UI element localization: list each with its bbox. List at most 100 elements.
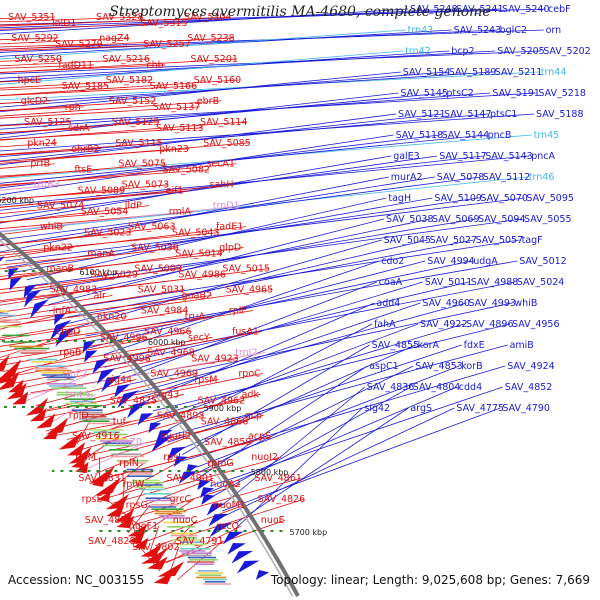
left-label-leader	[0, 247, 244, 281]
forward-gene-arrow	[147, 556, 168, 570]
left-gene-label: SAV_5023	[84, 228, 132, 239]
right-label-leader	[66, 239, 474, 318]
left-gene-label: ohrB2	[71, 144, 99, 155]
left-gene-label: sdrA	[68, 123, 90, 134]
left-gene-label: SAV_5015	[222, 264, 270, 275]
right-label-leader	[0, 134, 486, 184]
forward-gene-arrow	[67, 442, 86, 456]
left-label-leader	[0, 142, 163, 155]
reverse-gene-arrow	[117, 390, 140, 409]
right-gene-label: SAV_5211	[495, 67, 543, 78]
left-gene-label: fusA1	[232, 326, 259, 337]
left-gene-label: rmlA	[169, 207, 192, 218]
left-gene-label: SAV_4893	[157, 410, 205, 421]
left-gene-label: prfB	[30, 159, 50, 170]
left-gene-label: SAV_5216	[102, 54, 150, 65]
left-gene-label: pkn24	[27, 138, 57, 149]
right-label-leader	[48, 239, 520, 312]
left-gene-label: SAV_4998	[103, 353, 151, 364]
left-gene-label: pkn23	[159, 144, 189, 155]
left-gene-label: SAV_4824	[85, 515, 133, 526]
right-label-leader	[26, 197, 387, 281]
left-gene-label: SAV_5152	[109, 96, 157, 107]
right-label-leader	[0, 50, 542, 75]
right-gene-label: ptsC2	[446, 88, 473, 99]
accession-label: Accession:	[8, 573, 76, 587]
left-label-leader	[0, 205, 243, 232]
left-gene-label: SAV_4965	[226, 285, 274, 296]
right-label-leader	[137, 302, 467, 393]
right-gene-label: bglC2	[500, 25, 527, 36]
left-label-leader	[0, 205, 150, 223]
right-label-leader	[0, 50, 404, 85]
left-gene-label: manB	[46, 264, 74, 275]
right-label-leader	[86, 260, 472, 343]
left-gene-label: rpoB	[59, 347, 81, 358]
left-gene-label: SAV_4966	[144, 326, 192, 337]
right-label-leader	[209, 386, 457, 493]
left-gene-label: nuoA2	[210, 479, 240, 490]
left-gene-label: hpcE	[18, 75, 41, 86]
right-gene-label: orn	[546, 25, 562, 36]
right-label-leader	[152, 323, 419, 424]
right-label-leader	[0, 29, 406, 60]
left-label-leader	[0, 268, 270, 303]
left-gene-label: SAV_5129	[112, 117, 160, 128]
left-label-leader	[0, 64, 166, 73]
left-gene-label: SAV_4828	[88, 536, 136, 547]
left-gene-label: glpD	[219, 243, 241, 254]
right-gene-label: SAV_4994	[427, 256, 475, 267]
length-value: 9,025,608 bp	[421, 573, 502, 587]
left-gene-label: nuoM1	[214, 500, 246, 511]
right-gene-label: SAV_5057	[476, 235, 524, 246]
genome-stats-line: Topology: linear; Length: 9,025,608 bp; …	[271, 573, 590, 587]
left-gene-label: trnD1	[213, 201, 240, 212]
left-gene-label: acpS	[248, 431, 271, 442]
left-gene-label: SAV_5043	[172, 228, 220, 239]
left-gene-label: SAV_5075	[118, 159, 166, 170]
right-gene-label: SAV_5038	[386, 214, 434, 225]
left-gene-label: guaB2	[182, 291, 212, 302]
left-gene-label: SAV_4996	[100, 332, 148, 343]
forward-gene-arrow	[46, 417, 69, 435]
right-gene-label: argS	[410, 403, 432, 414]
right-label-leader	[0, 113, 397, 166]
left-gene-label: nuoE	[261, 515, 285, 526]
forward-gene-arrow	[116, 515, 135, 529]
right-label-leader	[0, 8, 455, 31]
right-label-leader	[235, 407, 409, 524]
reverse-gene-arrow	[114, 384, 130, 398]
kbp-tick-label: 6200 kbp	[0, 196, 34, 205]
left-gene-label: SAV_4969	[150, 368, 198, 379]
forward-gene-arrow	[140, 548, 168, 564]
left-label-leader	[0, 16, 231, 27]
left-gene-label: SAV_5014	[175, 249, 223, 260]
genome-title: Streptomyces avermitilis MA-4680, comple…	[109, 4, 491, 20]
left-gene-label: SAV_5292	[11, 33, 59, 44]
right-gene-label: galE3	[393, 151, 420, 162]
left-gene-label: SAV_4901	[166, 473, 214, 484]
forward-gene-arrow	[29, 407, 47, 422]
left-gene-label: SAV_5328	[96, 12, 144, 23]
right-gene-label: SAV_5248	[410, 4, 458, 15]
right-gene-label: SAV_4922	[420, 319, 468, 330]
left-label-leader	[0, 205, 84, 215]
left-gene-label: SAV_4866	[201, 416, 249, 427]
accession-value: NC_003155	[75, 573, 145, 587]
left-gene-label: SAV_5250	[14, 54, 62, 65]
left-gene-label: SAV_5085	[203, 138, 251, 149]
reverse-gene-arrow	[54, 314, 66, 326]
right-label-leader	[120, 281, 377, 381]
forward-gene-arrow	[36, 413, 56, 429]
left-label-leader	[0, 121, 71, 127]
right-label-leader	[0, 8, 409, 35]
left-label-leader	[0, 316, 127, 339]
right-gene-label: trn43	[408, 25, 434, 36]
left-label-leader	[0, 295, 212, 323]
forward-gene-arrow	[25, 397, 49, 416]
left-label-leader	[24, 372, 93, 402]
left-label-leader	[0, 100, 222, 117]
right-gene-label: SAV_4988	[471, 277, 519, 288]
right-gene-label: trn42	[405, 46, 431, 57]
